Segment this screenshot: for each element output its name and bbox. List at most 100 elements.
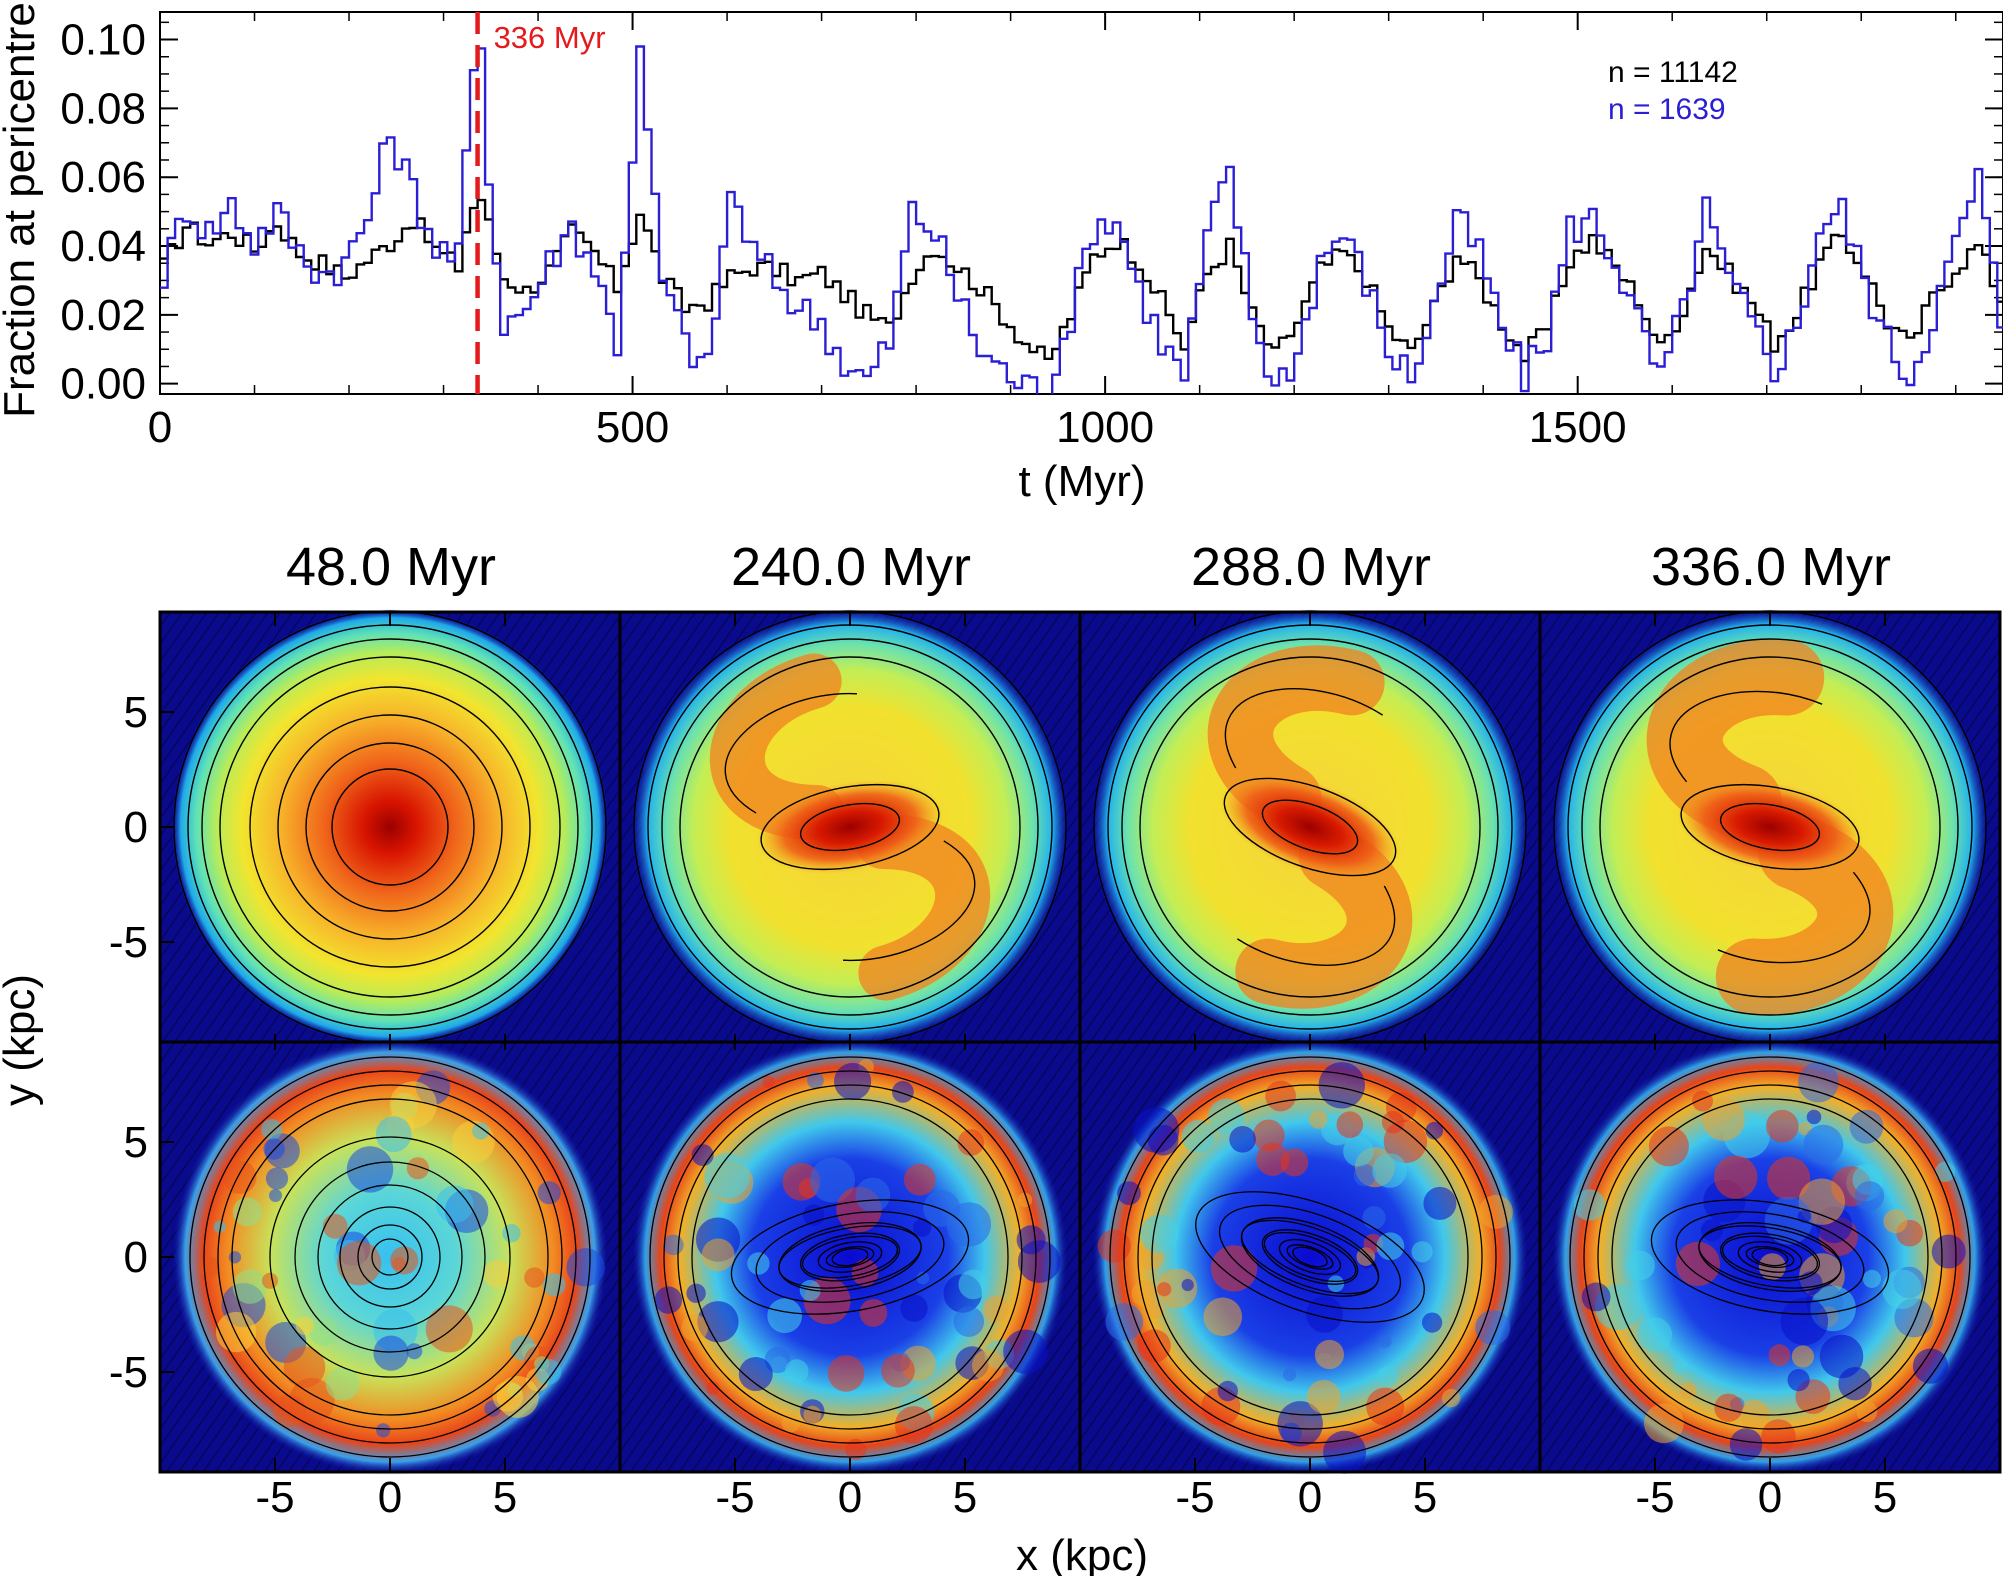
y-tick-labels: 0.00 0.02 0.04 0.06 0.08 0.10 [60, 16, 146, 409]
density-panel-3 [1080, 609, 1540, 1045]
plot-frame [159, 11, 2003, 395]
spiral-arms [1646, 639, 1894, 1015]
contour [201, 638, 579, 1016]
density-blob [1854, 1181, 1885, 1211]
density-blob [704, 1153, 750, 1199]
y-axis-title-bottom: y (kpc) [0, 974, 44, 1106]
density-blob [1314, 1339, 1344, 1370]
density-panel-1 [160, 609, 620, 1045]
density-blob [425, 1305, 473, 1353]
x-tick-label: -5 [1175, 1473, 1214, 1522]
contour [189, 1056, 591, 1458]
pericentre-contours [1569, 1056, 1971, 1458]
y-tick-label: 0.04 [60, 222, 146, 271]
contour [1292, 1246, 1328, 1268]
x-tick-label: -5 [1635, 1473, 1674, 1522]
density-blob [1675, 1241, 1720, 1286]
density-blob [916, 1271, 930, 1285]
y-tick-label: -5 [109, 918, 148, 967]
density-blob [524, 1267, 545, 1288]
density-blob [1478, 1194, 1513, 1229]
contour [1717, 871, 1871, 964]
density-blob [1147, 1124, 1179, 1156]
density-blob [1229, 1126, 1256, 1153]
density-blob [261, 1272, 279, 1289]
density-blob [392, 1256, 406, 1271]
contour [1121, 638, 1499, 1016]
contour [1751, 1247, 1789, 1267]
density-blob [762, 1075, 775, 1089]
density-blob [681, 1314, 708, 1342]
density-blob [1798, 1061, 1839, 1103]
density-blob [309, 1317, 339, 1346]
density-blob [892, 1081, 914, 1103]
density-blob [1838, 1367, 1872, 1401]
contour [778, 1225, 922, 1289]
density-blob [269, 1189, 282, 1202]
density-blob [223, 1160, 257, 1194]
density-blob [283, 1346, 326, 1388]
contour [1680, 783, 1860, 871]
contour [1109, 1056, 1511, 1458]
density-blob [1181, 1120, 1215, 1153]
contour [663, 1070, 1037, 1444]
density-blob [958, 1269, 989, 1300]
pericentre-contours [189, 1056, 591, 1458]
density-blob [373, 1335, 409, 1371]
density-blob [982, 1296, 1010, 1323]
density-blob [1131, 1280, 1158, 1307]
density-blob [1203, 1297, 1243, 1337]
density-blob [913, 1218, 932, 1237]
x-axis-title-bottom: x (kpc) [1016, 1531, 1148, 1576]
contour [1719, 1232, 1821, 1282]
contour [1698, 1225, 1842, 1289]
density-blob [697, 1301, 739, 1343]
contour [1597, 1084, 1943, 1430]
grid-tick-labels: -5 0 5 -5 0 5 -5 0 5 -5 0 5 5 0 -5 5 0 -5 [109, 688, 1897, 1522]
density-blob [566, 1248, 605, 1287]
density-blob [894, 1406, 933, 1444]
density-blob [1265, 1080, 1296, 1112]
pericentre-disc [632, 1039, 1068, 1475]
x-tick-label: 1500 [1529, 403, 1627, 452]
x-tick-label: 5 [1873, 1473, 1897, 1522]
density-blob [1787, 1369, 1810, 1392]
contour [1583, 1070, 1957, 1444]
y-tick-label: 5 [124, 1118, 148, 1167]
contour [277, 714, 503, 940]
density-blob [542, 1273, 566, 1297]
density-blob [535, 1358, 562, 1385]
density-blob [1353, 1164, 1376, 1187]
density-blob [232, 1269, 268, 1304]
density-blob [1140, 1214, 1179, 1254]
density-blob [1862, 1269, 1881, 1288]
y-tick-label: 0.10 [60, 16, 146, 65]
contour [249, 686, 531, 968]
density-blob [1343, 1135, 1374, 1167]
x-tick-label: 0 [148, 403, 172, 452]
contour [1261, 1229, 1359, 1285]
density-blob [1768, 1344, 1791, 1367]
y-tick-label: 0.02 [60, 291, 146, 340]
density-blob [957, 1129, 985, 1156]
pericentre-panel-1 [160, 1039, 620, 1475]
density-blob [1309, 1110, 1328, 1129]
contour [1737, 1241, 1803, 1273]
density-blob [295, 1316, 315, 1336]
density-blob [1378, 1334, 1392, 1348]
bar [1219, 773, 1401, 881]
density-blob [502, 1224, 521, 1243]
y-tick-label: 0 [124, 803, 148, 852]
contour [371, 1238, 409, 1276]
pericentre-panel-2 [620, 1039, 1080, 1475]
y-tick-label: 0 [124, 1233, 148, 1282]
x-tick-label: 0 [838, 1473, 862, 1522]
density-blob [1714, 1155, 1758, 1199]
contour [217, 1084, 563, 1430]
contour [1599, 656, 1941, 998]
density-blob [807, 1071, 824, 1089]
density-blob [228, 1251, 242, 1264]
density-blob [1208, 1098, 1245, 1135]
density-blob [1766, 1109, 1799, 1143]
density-blob [781, 1413, 801, 1433]
